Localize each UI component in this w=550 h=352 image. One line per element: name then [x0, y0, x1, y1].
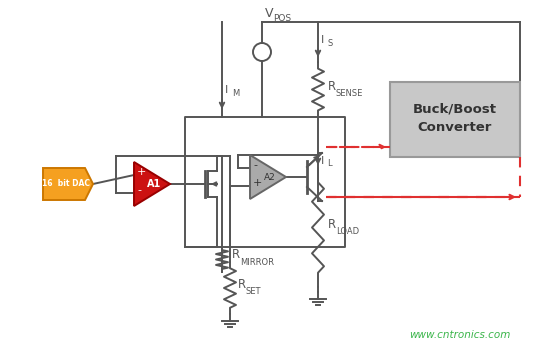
Text: V: V — [265, 7, 273, 20]
Text: +: + — [253, 178, 262, 188]
Text: I: I — [321, 156, 324, 166]
Text: I: I — [225, 85, 228, 95]
Text: MIRROR: MIRROR — [240, 258, 274, 267]
Text: R: R — [328, 80, 336, 93]
Text: LOAD: LOAD — [336, 227, 359, 236]
Text: 16  bit DAC: 16 bit DAC — [42, 180, 90, 189]
Text: SET: SET — [245, 288, 261, 296]
FancyBboxPatch shape — [390, 82, 520, 157]
Text: -: - — [137, 185, 141, 195]
Text: www.cntronics.com: www.cntronics.com — [409, 330, 511, 340]
Text: A2: A2 — [264, 172, 276, 182]
Text: M: M — [232, 89, 239, 98]
Text: S: S — [327, 39, 332, 48]
Text: R: R — [232, 248, 240, 261]
Polygon shape — [134, 162, 170, 206]
Text: +: + — [137, 167, 146, 177]
Text: Buck/Boost: Buck/Boost — [413, 103, 497, 116]
Text: L: L — [327, 159, 332, 168]
Text: R: R — [238, 278, 246, 291]
Text: POS: POS — [273, 14, 291, 23]
Polygon shape — [250, 155, 286, 199]
Polygon shape — [43, 168, 93, 200]
Text: Converter: Converter — [418, 121, 492, 134]
Text: R: R — [328, 218, 336, 231]
Text: -: - — [253, 160, 257, 170]
Text: A1: A1 — [147, 179, 161, 189]
Text: SENSE: SENSE — [336, 89, 364, 98]
Text: I: I — [321, 35, 324, 45]
